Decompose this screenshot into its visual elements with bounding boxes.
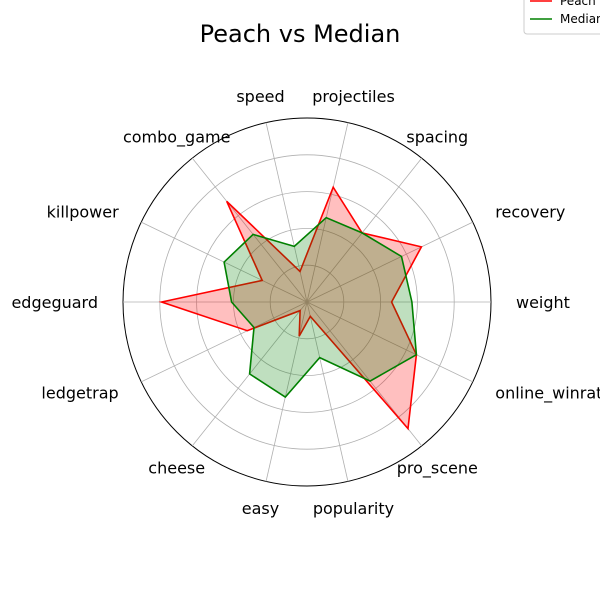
grid-layer — [122, 117, 492, 487]
legend: Peach Median — [523, 0, 600, 35]
axis-label-online_winrate: online_winrate — [495, 384, 600, 404]
axis-label-cheese: cheese — [148, 458, 205, 477]
grid-spoke — [306, 157, 423, 303]
axis-label-edgeguard: edgeguard — [11, 293, 98, 312]
axis-label-popularity: popularity — [313, 499, 394, 518]
legend-label-peach: Peach — [560, 0, 596, 8]
series-area-median — [224, 217, 417, 398]
axis-label-spacing: spacing — [406, 128, 468, 147]
grid-spoke — [306, 122, 349, 303]
axis-label-speed: speed — [236, 87, 284, 106]
legend-label-median: Median — [560, 12, 600, 26]
grid-spoke — [306, 301, 349, 482]
axis-label-easy: easy — [242, 499, 279, 518]
chart-title: Peach vs Median — [200, 20, 401, 48]
grid-spoke — [306, 301, 473, 383]
grid-spoke — [306, 221, 473, 303]
axis-label-ledgetrap: ledgetrap — [41, 384, 118, 403]
axis-label-combo_game: combo_game — [123, 128, 231, 148]
series-layer — [158, 185, 423, 431]
axis-label-pro_scene: pro_scene — [397, 458, 478, 478]
legend-box — [523, 0, 600, 35]
axis-label-killpower: killpower — [47, 202, 119, 221]
axis-label-recovery: recovery — [495, 202, 565, 221]
axis-label-projectiles: projectiles — [312, 87, 395, 106]
grid-spoke — [141, 301, 308, 383]
axis-label-layer: weight recovery spacing projectiles speed com… — [11, 87, 600, 518]
grid-spoke — [191, 157, 308, 303]
axis-label-weight: weight — [516, 293, 570, 312]
grid-spoke — [265, 301, 308, 482]
